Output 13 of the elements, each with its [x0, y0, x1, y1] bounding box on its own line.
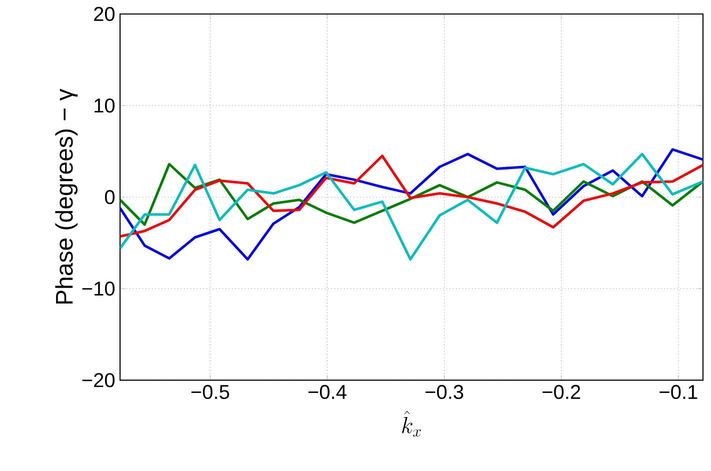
line-series [120, 154, 703, 238]
y-tick-label: −20 [82, 373, 115, 388]
x-tick-label: −0.2 [542, 384, 580, 400]
x-tick-label: −0.1 [660, 384, 698, 400]
x-tick-label: −0.5 [191, 384, 230, 400]
y-tick-label: −10 [82, 282, 115, 296]
x-tick-label: −0.3 [426, 384, 464, 400]
y-tick-label: 10 [94, 98, 115, 113]
y-tick-label: 0 [104, 190, 115, 204]
x-axis-title: $\hat{k}_x$ [402, 410, 421, 437]
y-tick-label: 20 [94, 6, 115, 22]
y-axis-title: Phase (degrees) − γ [55, 88, 78, 304]
x-tick-label: −0.4 [308, 384, 346, 400]
